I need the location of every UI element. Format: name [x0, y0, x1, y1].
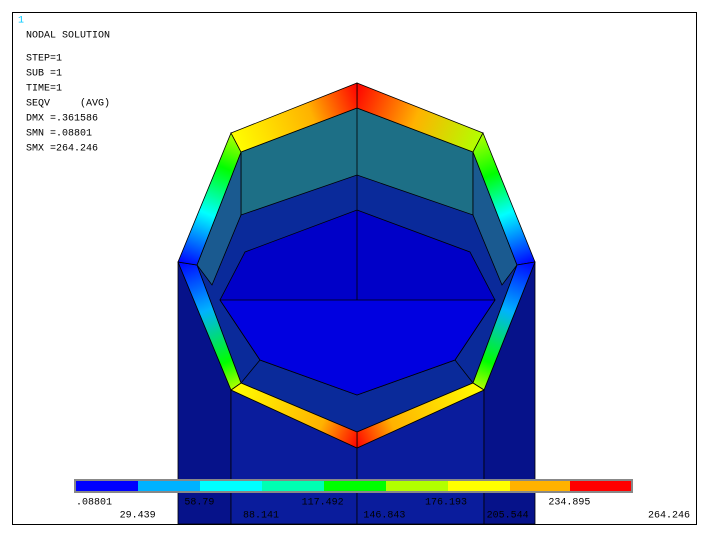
info-line: STEP=1	[26, 54, 62, 65]
legend-label: 146.843	[363, 511, 405, 522]
info-line: DMX =.361586	[26, 114, 98, 125]
window-number: 1	[18, 16, 24, 27]
legend-label: .08801	[76, 498, 112, 509]
info-line: SUB =1	[26, 69, 62, 80]
info-line: SMN =.08801	[26, 129, 92, 140]
legend-label: 234.895	[548, 498, 590, 509]
legend-label: 205.544	[487, 511, 529, 522]
legend-label: 264.246	[648, 511, 690, 522]
title: NODAL SOLUTION	[26, 31, 110, 42]
info-block: STEP=1 SUB =1 TIME=1 SEQV (AVG) DMX =.361586…	[26, 54, 110, 155]
legend-labels: .08801 29.439 58.79 88.141 117.492 146.843 176…	[76, 498, 690, 522]
legend-label: 176.193	[425, 498, 467, 509]
legend-label: 117.492	[302, 498, 344, 509]
info-line: TIME=1	[26, 84, 62, 95]
info-line: SMX =264.246	[26, 144, 98, 155]
legend-label: 29.439	[120, 511, 156, 522]
legend-bar	[76, 481, 631, 491]
info-line: SEQV (AVG)	[26, 98, 110, 110]
model	[177, 82, 536, 525]
legend-label: 88.141	[243, 511, 279, 522]
legend-label: 58.79	[184, 498, 214, 509]
